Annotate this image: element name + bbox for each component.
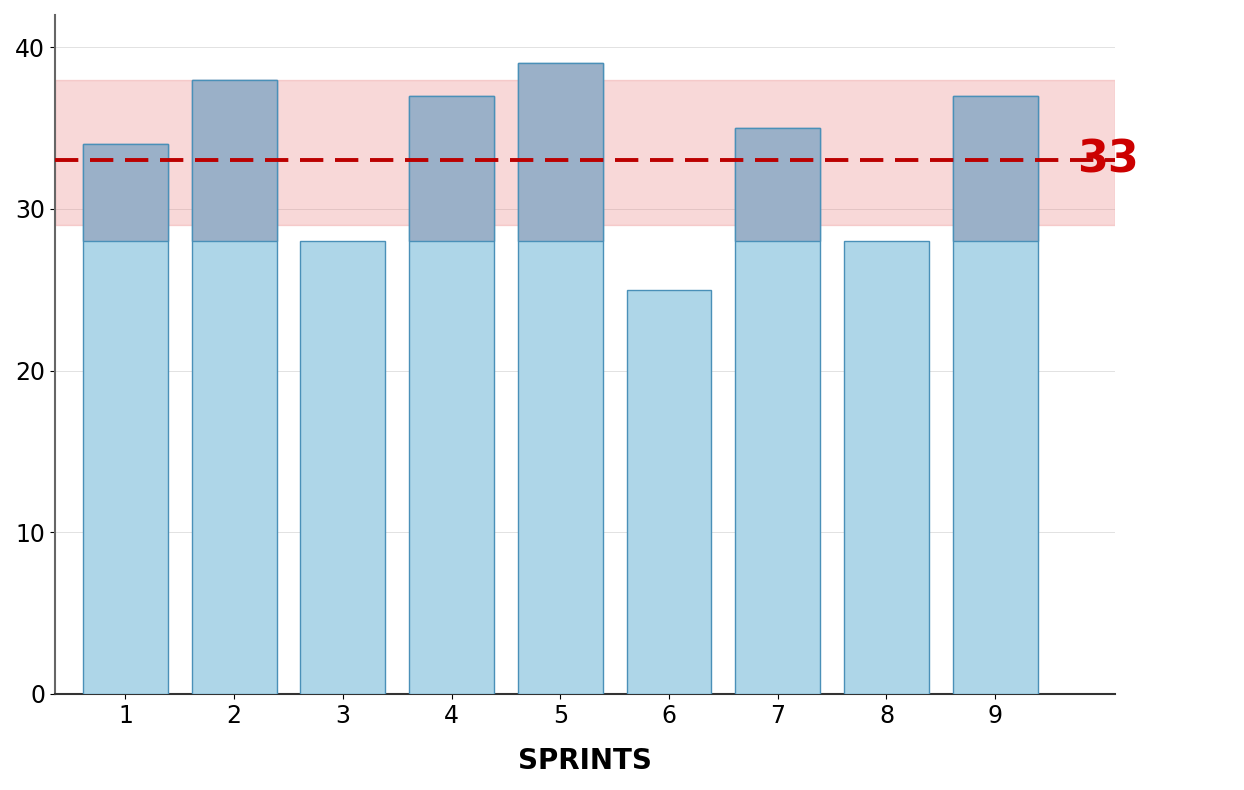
Text: 33: 33: [1077, 139, 1138, 182]
Bar: [409, 96, 494, 241]
Bar: [735, 128, 820, 241]
Bar: [83, 145, 168, 241]
Bar: [192, 80, 276, 241]
Bar: [627, 290, 712, 694]
Bar: [192, 80, 276, 694]
Bar: [518, 63, 602, 241]
Bar: [409, 96, 494, 694]
Bar: [55, 80, 1115, 225]
Bar: [845, 241, 929, 694]
Bar: [953, 96, 1037, 241]
Bar: [301, 241, 386, 694]
Bar: [953, 96, 1037, 694]
X-axis label: SPRINTS: SPRINTS: [518, 747, 652, 775]
Bar: [518, 63, 602, 694]
Bar: [83, 145, 168, 694]
Bar: [735, 128, 820, 694]
